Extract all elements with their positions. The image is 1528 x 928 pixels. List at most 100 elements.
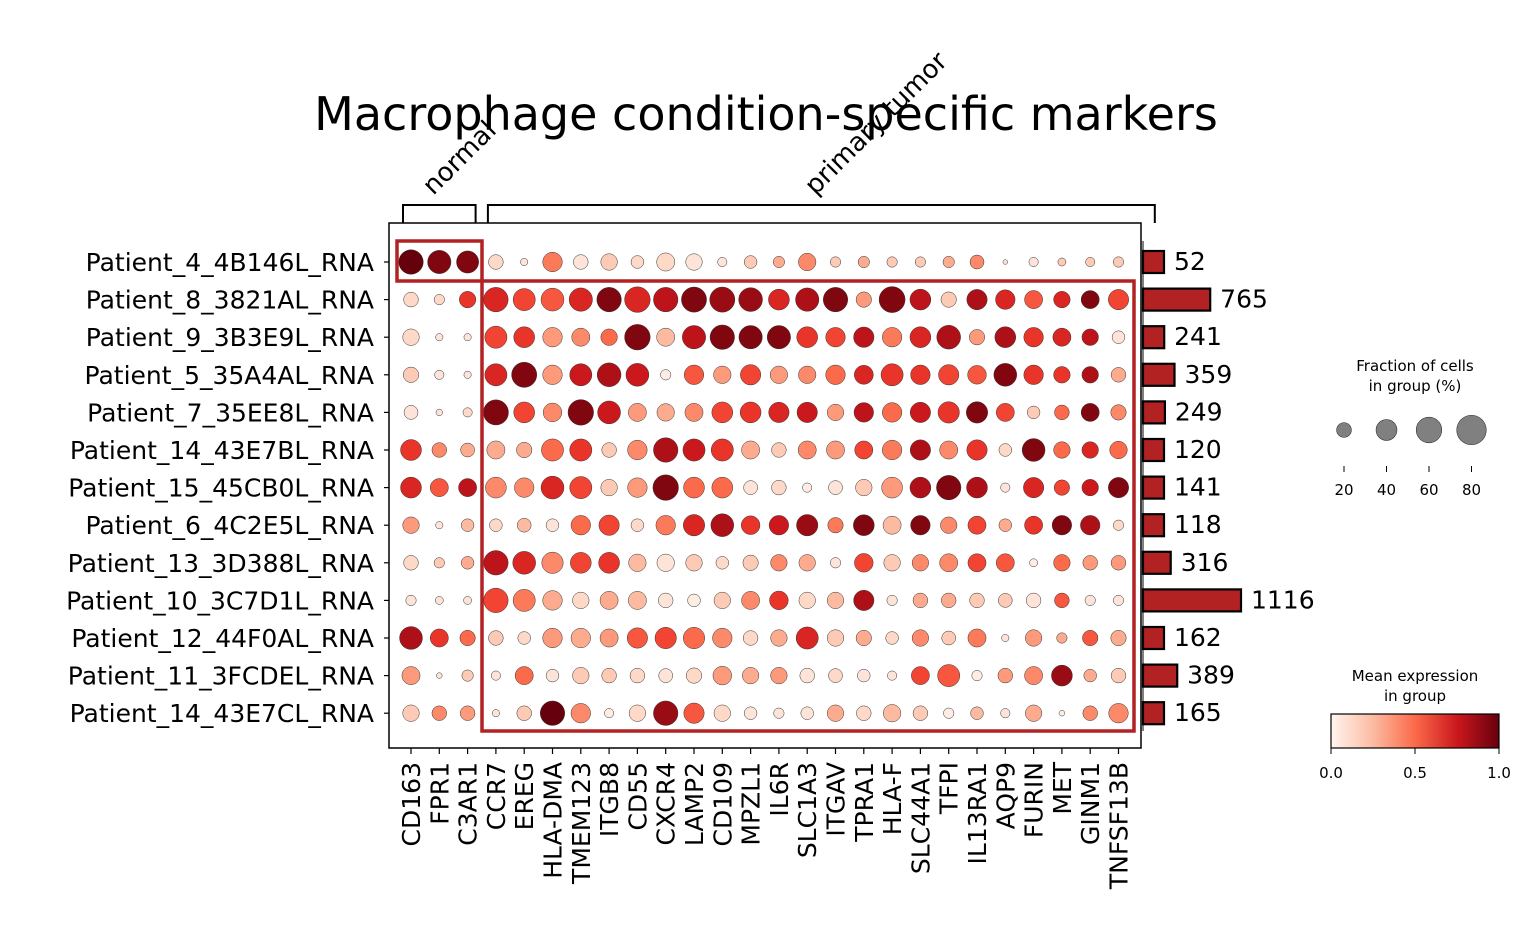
dot-Patient_14_43E7CL_RNA-CCR7: [491, 709, 500, 718]
dot-Patient_13_3D388L_RNA-HLA-F: [883, 554, 901, 572]
dot-Patient_13_3D388L_RNA-CD55: [628, 553, 647, 572]
dot-Patient_14_43E7CL_RNA-MPZL1: [743, 706, 758, 720]
dot-Patient_15_45CB0L_RNA-TPRA1: [855, 479, 873, 497]
dot-Patient_14_43E7BL_RNA-FURIN: [1021, 438, 1046, 462]
dot-Patient_15_45CB0L_RNA-IL6R: [771, 479, 787, 496]
cell-count-bar: [1141, 550, 1172, 575]
dot-Patient_14_43E7CL_RNA-TMEM123: [570, 703, 591, 724]
dot-Patient_14_43E7CL_RNA-HLA-F: [883, 704, 902, 723]
dot-Patient_4_4B146L_RNA-CD55: [630, 255, 645, 269]
dot-Patient_11_3FCDEL_RNA-FURIN: [1024, 666, 1043, 685]
cell-count-bar: [1141, 437, 1166, 463]
dot-Patient_8_3821AL_RNA-IL13RA1: [966, 289, 988, 311]
dot-Patient_8_3821AL_RNA-HLA-DMA: [540, 287, 565, 312]
cell-count-bar: [1141, 588, 1243, 613]
dot-Patient_7_35EE8L_RNA-C3AR1: [462, 407, 473, 418]
dot-Patient_8_3821AL_RNA-IL6R: [768, 288, 790, 311]
dot-Patient_9_3B3E9L_RNA-SLC44A1: [909, 326, 932, 348]
dot-Patient_5_35A4AL_RNA-IL13RA1: [967, 365, 987, 385]
dot-Patient_12_44F0AL_RNA-FPR1: [430, 628, 449, 648]
dot-Patient_15_45CB0L_RNA-TNFSF13B: [1108, 477, 1129, 499]
dot-Patient_5_35A4AL_RNA-SLC44A1: [910, 364, 931, 385]
dot-Patient_15_45CB0L_RNA-MET: [1053, 479, 1070, 496]
size-legend-title: Fraction of cells: [1356, 357, 1474, 375]
dot-Patient_9_3B3E9L_RNA-CD55: [624, 324, 651, 351]
cell-count-bar: [1141, 400, 1166, 425]
dot-Patient_6_4C2E5L_RNA-EREG: [516, 517, 532, 533]
dot-Patient_6_4C2E5L_RNA-ITGB8: [598, 514, 620, 536]
dot-Patient_8_3821AL_RNA-ITGB8: [596, 287, 622, 313]
dot-Patient_8_3821AL_RNA-HLA-F: [878, 286, 906, 313]
dot-Patient_8_3821AL_RNA-TPRA1: [855, 291, 872, 308]
dot-Patient_8_3821AL_RNA-GINM1: [1080, 290, 1100, 309]
bracket-normal: [402, 204, 477, 223]
dot-Patient_12_44F0AL_RNA-C3AR1: [459, 630, 476, 646]
dot-Patient_13_3D388L_RNA-TMEM123: [570, 552, 592, 574]
gene-label: HLA-DMA: [539, 762, 568, 879]
dot-Patient_6_4C2E5L_RNA-CXCR4: [655, 515, 676, 536]
dot-Patient_14_43E7BL_RNA-ITGB8: [601, 442, 617, 458]
dot-Patient_6_4C2E5L_RNA-C3AR1: [460, 518, 475, 532]
sample-label: Patient_12_44F0AL_RNA: [71, 624, 374, 653]
dot-Patient_11_3FCDEL_RNA-SLC44A1: [911, 666, 930, 685]
dot-Patient_14_43E7CL_RNA-SLC1A3: [800, 706, 814, 720]
dot-Patient_7_35EE8L_RNA-CD109: [711, 401, 733, 424]
dot-Patient_11_3FCDEL_RNA-C3AR1: [461, 669, 474, 682]
dot-Patient_9_3B3E9L_RNA-FURIN: [1023, 327, 1044, 348]
dot-Patient_7_35EE8L_RNA-TNFSF13B: [1110, 404, 1127, 421]
dot-Patient_4_4B146L_RNA-TPRA1: [857, 256, 870, 268]
dot-Patient_14_43E7CL_RNA-ITGB8: [604, 708, 615, 719]
dot-Patient_6_4C2E5L_RNA-TPRA1: [853, 514, 875, 536]
size-legend-dot: [1336, 422, 1352, 438]
dot-Patient_14_43E7CL_RNA-CD55: [628, 704, 646, 722]
color-legend: Mean expression in group 0.0 0.5 1.0: [1319, 667, 1511, 782]
dot-Patient_11_3FCDEL_RNA-LAMP2: [686, 667, 702, 684]
dot-Patient_12_44F0AL_RNA-MET: [1056, 632, 1068, 644]
dot-Patient_9_3B3E9L_RNA-LAMP2: [682, 325, 706, 350]
dot-Patient_10_3C7D1L_RNA-SLC1A3: [798, 591, 816, 609]
dot-Patient_11_3FCDEL_RNA-FPR1: [436, 672, 443, 679]
dot-Patient_12_44F0AL_RNA-TMEM123: [570, 627, 591, 649]
dot-Patient_14_43E7BL_RNA-ITGAV: [826, 440, 845, 460]
dot-Patient_11_3FCDEL_RNA-HLA-DMA: [545, 668, 560, 683]
dot-Patient_11_3FCDEL_RNA-CD163: [401, 666, 421, 685]
gene-label: CD163: [397, 762, 426, 846]
cell-count-label: 118: [1174, 510, 1222, 539]
dot-Patient_6_4C2E5L_RNA-CD109: [710, 513, 734, 537]
gene-label: FURIN: [1020, 762, 1049, 838]
gene-label: TMEM123: [567, 762, 596, 885]
dot-Patient_15_45CB0L_RNA-C3AR1: [458, 478, 477, 497]
dot-Patient_7_35EE8L_RNA-CD163: [403, 405, 419, 420]
dot-Patient_8_3821AL_RNA-CXCR4: [653, 287, 679, 313]
dot-Patient_4_4B146L_RNA-LAMP2: [685, 253, 703, 271]
cell-count-label: 120: [1174, 435, 1222, 464]
dot-Patient_9_3B3E9L_RNA-AQP9: [994, 326, 1016, 348]
gene-label: TFPI: [935, 762, 964, 815]
cell-count-bar: [1141, 362, 1176, 387]
dot-Patient_4_4B146L_RNA-CCR7: [488, 254, 504, 270]
dot-Patient_4_4B146L_RNA-AQP9: [1002, 259, 1008, 265]
dot-Patient_14_43E7CL_RNA-TPRA1: [856, 705, 872, 721]
dot-Patient_10_3C7D1L_RNA-EREG: [512, 589, 536, 612]
gene-label: MPZL1: [737, 762, 766, 846]
dot-Patient_12_44F0AL_RNA-CD163: [399, 626, 423, 650]
dot-Patient_10_3C7D1L_RNA-TPRA1: [853, 589, 875, 611]
dot-Patient_12_44F0AL_RNA-SLC1A3: [795, 626, 819, 650]
cell-count-bar: [1141, 663, 1179, 688]
dot-Patient_14_43E7BL_RNA-SLC44A1: [909, 439, 931, 461]
dot-Patient_6_4C2E5L_RNA-CCR7: [489, 518, 503, 532]
dot-Patient_10_3C7D1L_RNA-HLA-F: [886, 594, 898, 606]
size-legend-tick-label: 80: [1462, 481, 1481, 499]
dot-Patient_13_3D388L_RNA-MET: [1053, 554, 1071, 572]
dot-Patient_4_4B146L_RNA-SLC1A3: [798, 253, 817, 271]
gene-label: ITGB8: [595, 762, 624, 837]
dot-Patient_5_35A4AL_RNA-LAMP2: [683, 364, 705, 385]
dot-Patient_6_4C2E5L_RNA-GINM1: [1080, 515, 1101, 536]
dot-Patient_14_43E7CL_RNA-SLC44A1: [912, 705, 929, 721]
dot-Patient_14_43E7BL_RNA-FPR1: [431, 442, 447, 458]
dot-Patient_11_3FCDEL_RNA-SLC1A3: [799, 667, 815, 684]
dot-Patient_12_44F0AL_RNA-TNFSF13B: [1110, 630, 1127, 646]
dot-Patient_12_44F0AL_RNA-EREG: [517, 631, 531, 645]
dot-Patient_6_4C2E5L_RNA-FURIN: [1024, 515, 1043, 535]
dot-Patient_13_3D388L_RNA-CXCR4: [656, 553, 675, 572]
